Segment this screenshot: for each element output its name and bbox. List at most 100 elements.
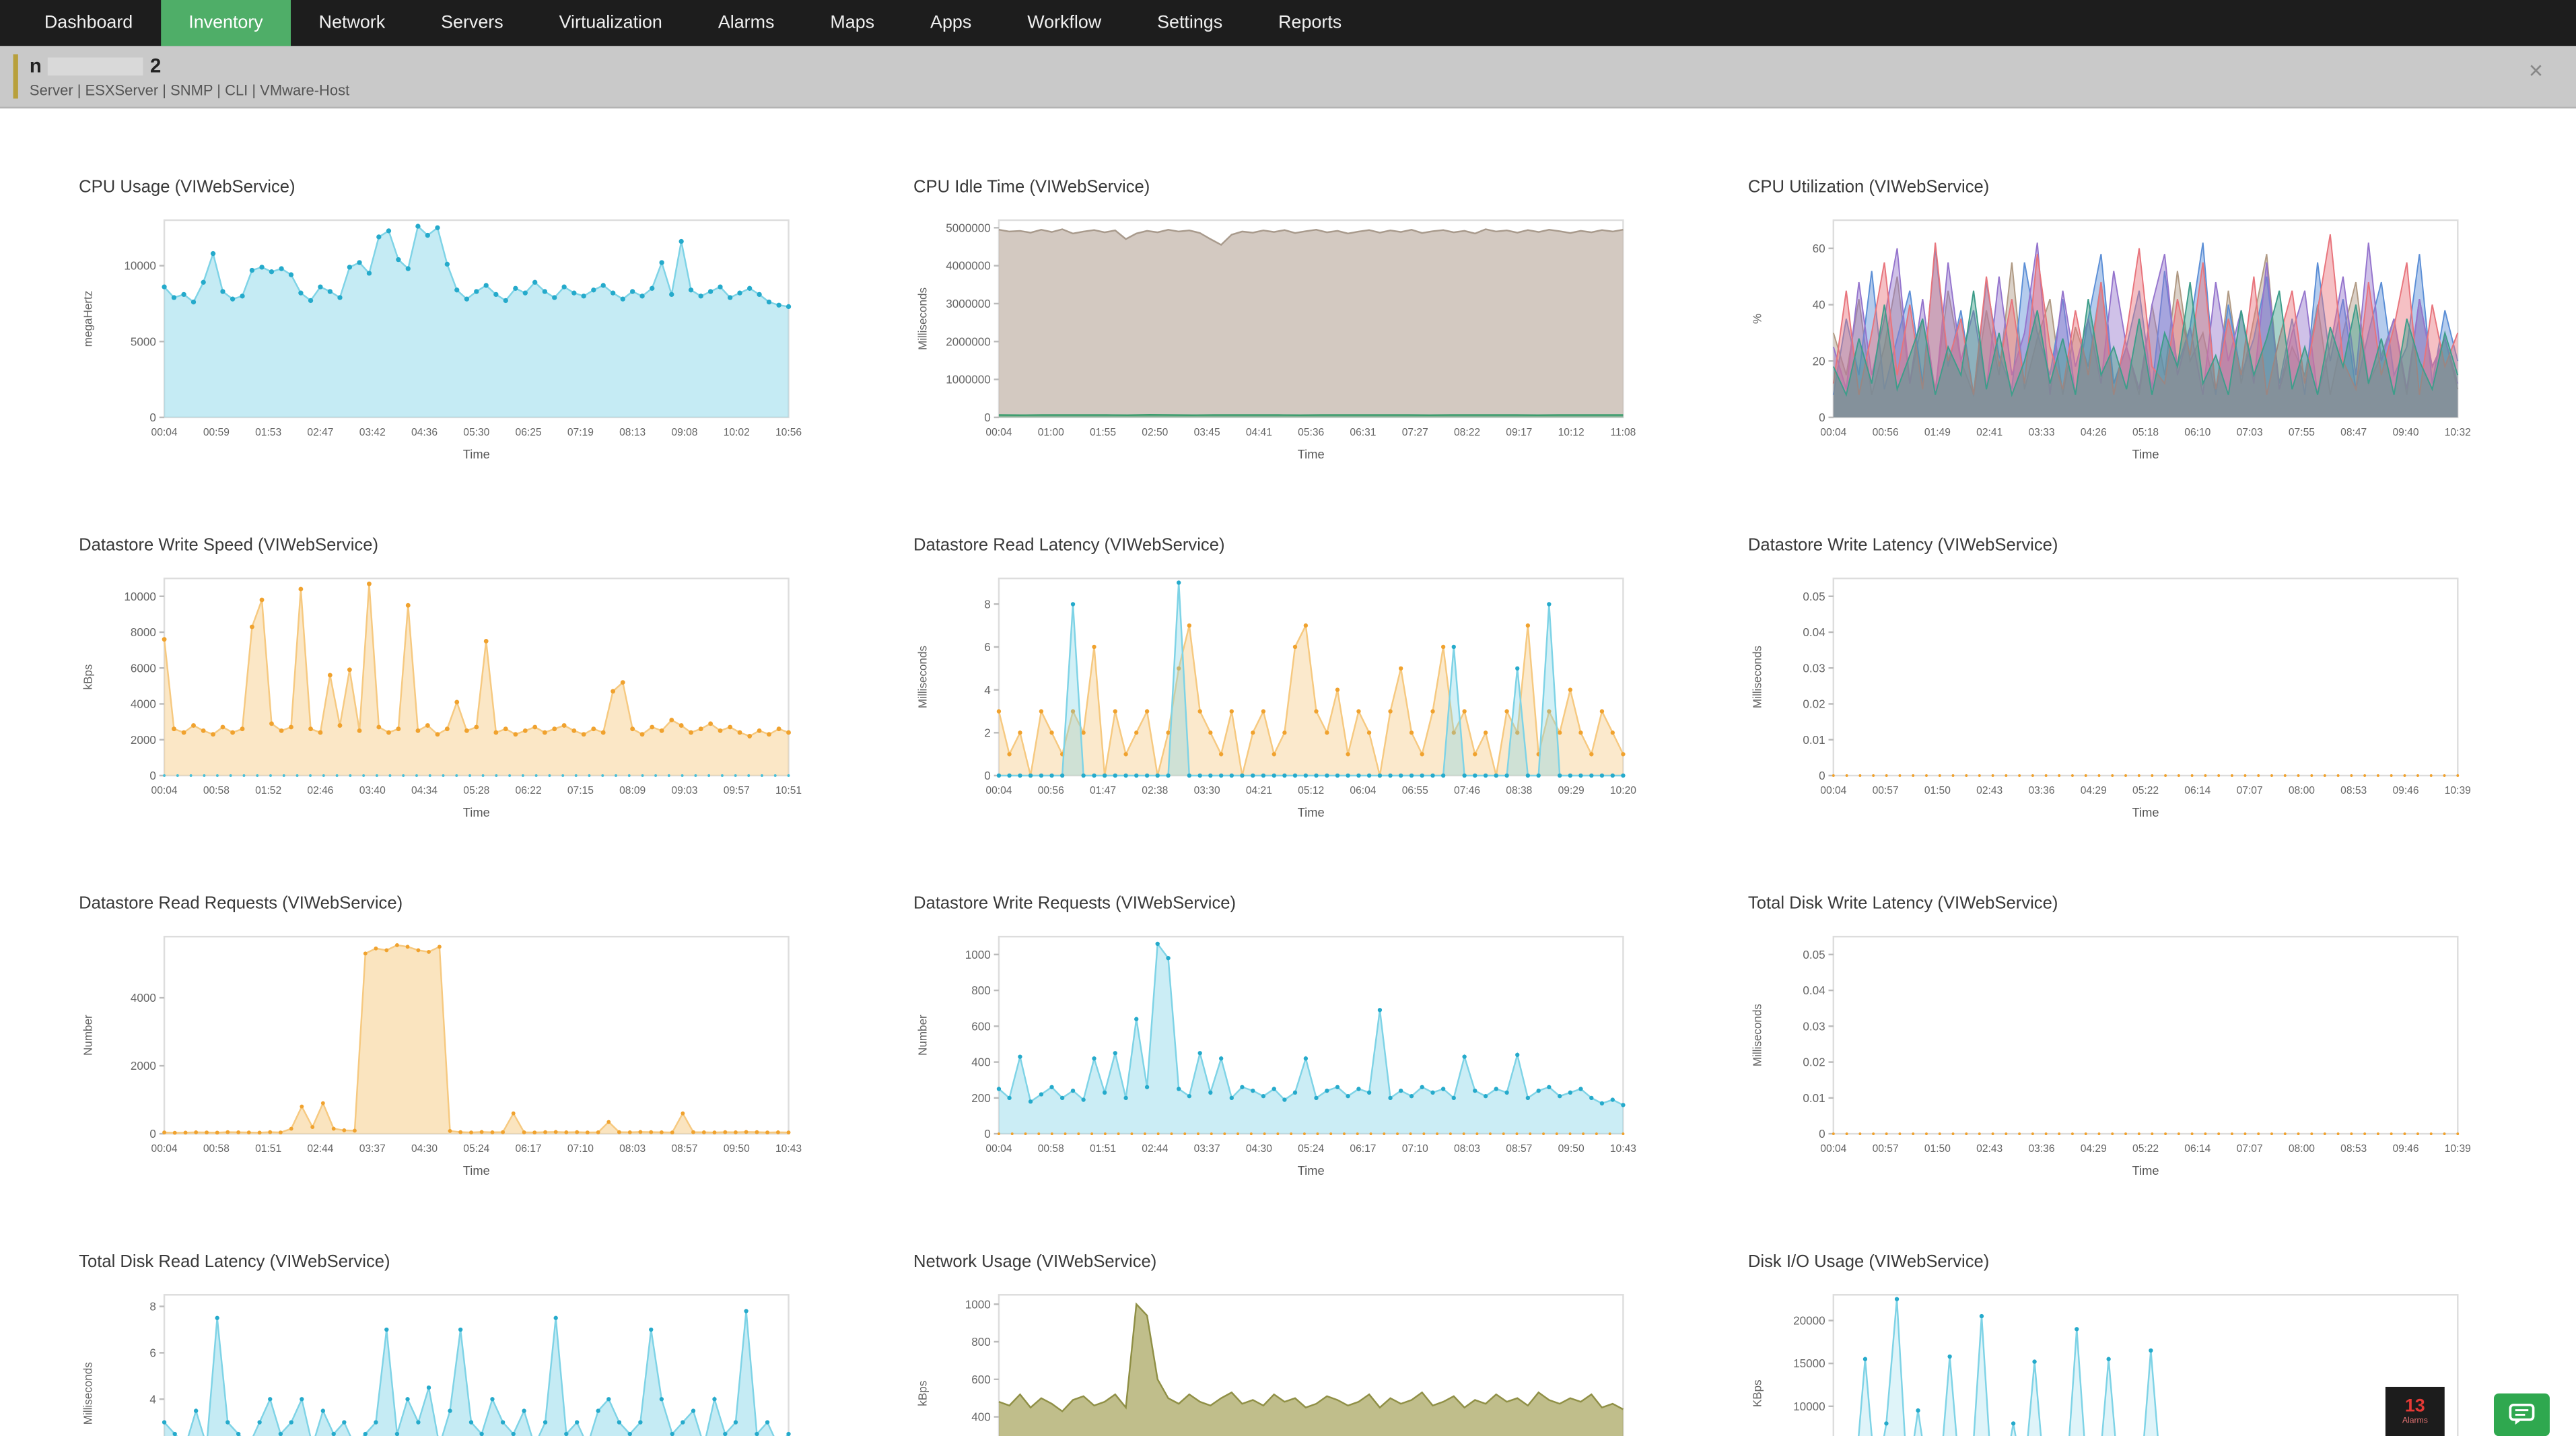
svg-text:600: 600 [971, 1020, 991, 1033]
top-nav: Dashboard Inventory Network Servers Virt… [0, 0, 2576, 46]
chart-plot: 0 0.01 0.02 0.03 0.04 0.05 00:04 00:57 01:50 02:4… [1741, 566, 2536, 829]
svg-text:kBps: kBps [917, 1381, 930, 1406]
svg-text:5000: 5000 [131, 335, 156, 348]
svg-text:0.01: 0.01 [1803, 734, 1825, 747]
svg-text:0: 0 [1819, 1128, 1825, 1140]
svg-text:05:24: 05:24 [463, 1143, 489, 1155]
svg-text:06:22: 06:22 [516, 785, 542, 796]
nav-item-virtualization[interactable]: Virtualization [531, 0, 690, 46]
bottom-widgets: 13 Alarms [2385, 1386, 2550, 1436]
svg-text:08:03: 08:03 [619, 1143, 646, 1155]
svg-text:09:17: 09:17 [1506, 427, 1532, 438]
svg-text:800: 800 [971, 984, 991, 997]
svg-text:KBps: KBps [1751, 1379, 1764, 1407]
host-name: n 2 [30, 55, 2576, 77]
svg-text:Milliseconds: Milliseconds [82, 1362, 95, 1425]
svg-text:200: 200 [971, 1092, 991, 1105]
chart-card: Network Usage (VIWebService) 20040060080… [907, 1252, 1702, 1436]
svg-text:04:26: 04:26 [2081, 427, 2107, 438]
svg-text:01:51: 01:51 [255, 1143, 281, 1155]
svg-text:0.05: 0.05 [1803, 949, 1825, 961]
chart-title: Datastore Write Latency (VIWebService) [1747, 535, 2058, 555]
chart-title: Datastore Write Speed (VIWebService) [79, 535, 379, 555]
chart-card: CPU Usage (VIWebService) 0 5000 10000 00:04… [72, 178, 867, 470]
svg-text:10:02: 10:02 [724, 427, 750, 438]
svg-text:6: 6 [149, 1347, 156, 1360]
alarm-badge[interactable]: 13 Alarms [2385, 1386, 2445, 1436]
nav-item-settings[interactable]: Settings [1129, 0, 1251, 46]
nav-item-alarms[interactable]: Alarms [690, 0, 802, 46]
svg-text:06:04: 06:04 [1350, 785, 1376, 796]
svg-text:06:31: 06:31 [1350, 427, 1376, 438]
svg-text:01:47: 01:47 [1090, 785, 1116, 796]
nav-item-dashboard[interactable]: Dashboard [16, 0, 160, 46]
svg-text:03:40: 03:40 [359, 785, 386, 796]
svg-text:00:04: 00:04 [1820, 427, 1846, 438]
svg-text:8000: 8000 [131, 626, 156, 639]
svg-text:00:04: 00:04 [1820, 1143, 1846, 1155]
nav-item-apps[interactable]: Apps [903, 0, 1000, 46]
chart-plot: 0 2000 4000 00:04 00:58 01:51 02:44 03:37 04:30 0… [72, 924, 867, 1187]
svg-text:00:04: 00:04 [985, 1143, 1012, 1155]
svg-text:06:17: 06:17 [516, 1143, 542, 1155]
svg-text:kBps: kBps [82, 664, 95, 690]
svg-text:08:38: 08:38 [1506, 785, 1532, 796]
nav-item-label: Virtualization [559, 13, 662, 33]
svg-text:0: 0 [984, 770, 991, 782]
nav-item-maps[interactable]: Maps [802, 0, 903, 46]
nav-item-servers[interactable]: Servers [413, 0, 532, 46]
svg-text:0: 0 [149, 770, 156, 782]
nav-item-label: Reports [1278, 13, 1342, 33]
chart-plot: 2468Milliseconds [72, 1282, 867, 1436]
svg-text:08:00: 08:00 [2289, 1143, 2315, 1155]
svg-text:09:40: 09:40 [2392, 427, 2418, 438]
svg-text:0.02: 0.02 [1803, 1056, 1825, 1069]
nav-item-inventory[interactable]: Inventory [160, 0, 291, 46]
svg-text:03:37: 03:37 [1194, 1143, 1220, 1155]
chart-title: Total Disk Write Latency (VIWebService) [1747, 893, 2058, 914]
svg-text:09:08: 09:08 [671, 427, 697, 438]
nav-item-network[interactable]: Network [291, 0, 413, 46]
svg-text:0: 0 [1819, 411, 1825, 424]
chart-card: CPU Idle Time (VIWebService) 0 1000000 200… [907, 178, 1702, 470]
svg-text:10:56: 10:56 [775, 427, 802, 438]
svg-text:08:22: 08:22 [1454, 427, 1480, 438]
svg-text:06:14: 06:14 [2184, 1143, 2211, 1155]
svg-text:04:30: 04:30 [1246, 1143, 1272, 1155]
svg-text:00:56: 00:56 [1038, 785, 1064, 796]
svg-text:04:36: 04:36 [411, 427, 438, 438]
svg-text:10000: 10000 [124, 260, 156, 273]
svg-text:3000000: 3000000 [946, 298, 991, 310]
nav-item-label: Settings [1157, 13, 1223, 33]
svg-text:4: 4 [984, 684, 991, 697]
svg-text:00:04: 00:04 [151, 785, 178, 796]
svg-text:01:50: 01:50 [1924, 785, 1951, 796]
svg-text:02:46: 02:46 [307, 785, 333, 796]
chart-title: CPU Utilization (VIWebService) [1747, 177, 1990, 197]
svg-text:01:53: 01:53 [255, 427, 281, 438]
chart-plot: 0 20 40 60 00:04 00:56 01:49 02:41 03:33 04:26 05:… [1741, 207, 2536, 471]
svg-text:0: 0 [984, 1128, 991, 1140]
chart-plot: 0 2000 4000 6000 8000 10000 00:04 00:58 01:52 02:… [72, 566, 867, 829]
svg-text:Milliseconds: Milliseconds [1751, 1004, 1764, 1066]
severity-accent-bar [13, 54, 18, 99]
svg-text:0.03: 0.03 [1803, 662, 1825, 675]
close-icon[interactable]: × [2519, 57, 2553, 85]
feedback-button[interactable] [2493, 1393, 2550, 1436]
svg-text:0: 0 [1819, 770, 1825, 782]
svg-text:06:55: 06:55 [1402, 785, 1428, 796]
svg-text:60: 60 [1813, 242, 1825, 255]
svg-text:02:44: 02:44 [1142, 1143, 1168, 1155]
nav-item-workflow[interactable]: Workflow [1000, 0, 1129, 46]
chart-card: Disk I/O Usage (VIWebService) 5000100001… [1741, 1252, 2536, 1436]
chart-card: Datastore Write Requests (VIWebService) … [907, 894, 1702, 1186]
nav-item-reports[interactable]: Reports [1251, 0, 1370, 46]
host-name-suffix: 2 [149, 53, 162, 77]
svg-text:01:00: 01:00 [1038, 427, 1064, 438]
svg-text:07:07: 07:07 [2237, 785, 2263, 796]
svg-text:4: 4 [149, 1393, 156, 1406]
host-subtitle: Server | ESXServer | SNMP | CLI | VMware… [29, 81, 350, 98]
svg-text:02:38: 02:38 [1142, 785, 1168, 796]
